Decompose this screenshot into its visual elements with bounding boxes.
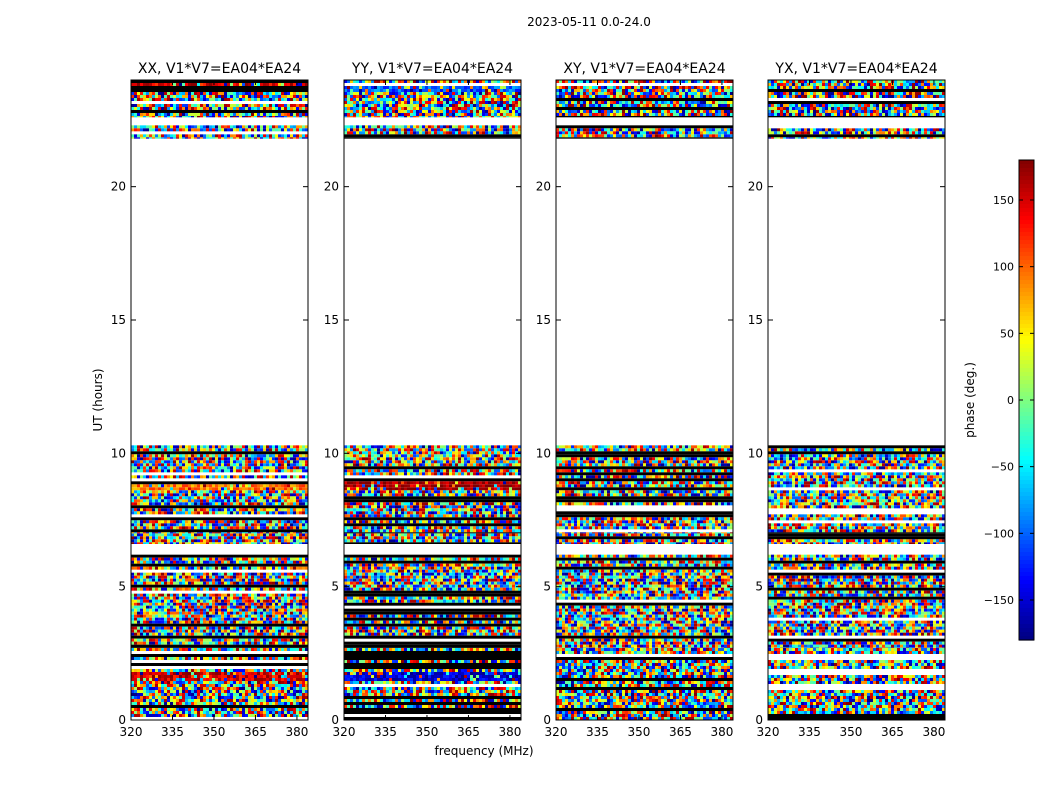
- x-tick-label: 320: [333, 725, 356, 739]
- y-axis-label: UT (hours): [91, 368, 105, 431]
- colorbar-tick-label: −100: [984, 527, 1014, 540]
- y-tick-label: 15: [111, 313, 126, 327]
- panel-title: XX, V1*V7=EA04*EA24: [138, 61, 301, 77]
- panel-3: XY, V1*V7=EA04*EA24 320 335 350 365 380 0 5 10 15…: [536, 61, 734, 739]
- x-tick-label: 380: [285, 725, 308, 739]
- x-tick-label: 380: [498, 725, 521, 739]
- colorbar-tick-label: −50: [991, 461, 1014, 474]
- y-tick-label: 20: [324, 180, 339, 194]
- colorbar-tick-label: 50: [1000, 327, 1014, 340]
- phase-image: [556, 80, 733, 720]
- x-tick-label: 350: [416, 725, 439, 739]
- y-tick-label: 20: [536, 180, 551, 194]
- x-axis-label: frequency (MHz): [434, 744, 533, 758]
- x-tick-label: 350: [203, 725, 226, 739]
- y-tick-label: 10: [748, 446, 763, 460]
- y-tick-label: 10: [536, 446, 551, 460]
- colorbar-tick-label: 150: [993, 194, 1014, 207]
- panel-frame: [130, 79, 309, 721]
- colorbar-tick-label: −150: [984, 594, 1014, 607]
- x-tick-label: 365: [244, 725, 267, 739]
- x-tick-label: 380: [922, 725, 945, 739]
- y-tick-label: 10: [111, 446, 126, 460]
- panels: XX, V1*V7=EA04*EA24 320 335 350 365 380 0 5 10 15…: [111, 61, 946, 739]
- panel-4: YX, V1*V7=EA04*EA24 320 335 350 365 380 0 5 10 15…: [748, 61, 946, 739]
- y-tick-label: 20: [111, 180, 126, 194]
- phase-image: [768, 80, 945, 720]
- phase-image: [131, 80, 308, 717]
- panel-frame: [555, 79, 734, 721]
- panel-title: YX, V1*V7=EA04*EA24: [774, 61, 937, 77]
- x-tick-label: 320: [120, 725, 143, 739]
- y-tick-label: 15: [324, 313, 339, 327]
- x-tick-label: 365: [669, 725, 692, 739]
- x-tick-label: 335: [798, 725, 821, 739]
- x-tick-label: 380: [710, 725, 733, 739]
- x-tick-label: 320: [757, 725, 780, 739]
- panel-title: YY, V1*V7=EA04*EA24: [351, 61, 513, 77]
- x-tick-label: 335: [586, 725, 609, 739]
- panel-frame: [767, 79, 946, 721]
- x-tick-label: 335: [161, 725, 184, 739]
- x-tick-label: 350: [628, 725, 651, 739]
- colorbar-tick-label: 0: [1007, 394, 1014, 407]
- panel-frame: [343, 79, 522, 721]
- y-tick-label: 20: [748, 180, 763, 194]
- colorbar-label: phase (deg.): [963, 362, 977, 438]
- x-tick-label: 365: [881, 725, 904, 739]
- y-tick-label: 0: [331, 713, 339, 727]
- panel-2: YY, V1*V7=EA04*EA24 320 335 350 365 380 0 5 10 15…: [324, 61, 522, 739]
- phase-image: [344, 80, 521, 720]
- y-tick-label: 10: [324, 446, 339, 460]
- y-tick-label: 0: [543, 713, 551, 727]
- y-tick-label: 5: [118, 580, 126, 594]
- y-tick-label: 0: [755, 713, 763, 727]
- x-tick-label: 320: [545, 725, 568, 739]
- y-tick-label: 5: [543, 580, 551, 594]
- x-tick-label: 365: [457, 725, 480, 739]
- panel-title: XY, V1*V7=EA04*EA24: [563, 61, 725, 77]
- panel-1: XX, V1*V7=EA04*EA24 320 335 350 365 380 0 5 10 15…: [111, 61, 309, 739]
- y-tick-label: 0: [118, 713, 126, 727]
- y-tick-label: 5: [755, 580, 763, 594]
- colorbar-tick-label: 100: [993, 261, 1014, 274]
- colorbar: −150 −100 −50 0 50 100 150: [984, 159, 1035, 641]
- y-tick-label: 15: [748, 313, 763, 327]
- y-tick-label: 15: [536, 313, 551, 327]
- colorbar-gradient: [1019, 160, 1034, 641]
- x-tick-label: 350: [840, 725, 863, 739]
- y-tick-label: 5: [331, 580, 339, 594]
- figure-title: 2023-05-11 0.0-24.0: [527, 15, 651, 29]
- x-tick-label: 335: [374, 725, 397, 739]
